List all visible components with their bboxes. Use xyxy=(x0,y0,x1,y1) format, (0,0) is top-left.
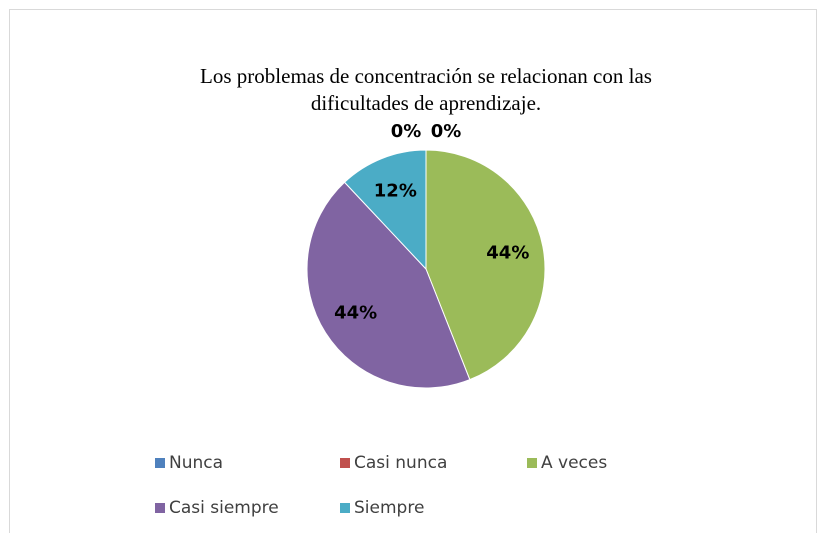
data-label: 44% xyxy=(486,242,529,263)
data-label: 44% xyxy=(334,303,377,324)
data-label: 0% xyxy=(391,121,422,142)
pie-slice xyxy=(306,181,471,389)
legend-swatch xyxy=(527,458,537,468)
chart-title: Los problemas de concentración se relaci… xyxy=(200,64,652,88)
chart-title: dificultades de aprendizaje. xyxy=(311,91,541,115)
legend-label: Casi siempre xyxy=(169,498,279,518)
legend-label: Casi nunca xyxy=(354,453,447,473)
legend-swatch xyxy=(155,503,165,513)
data-label: 12% xyxy=(374,181,417,202)
legend-swatch xyxy=(155,458,165,468)
legend-label: Nunca xyxy=(169,453,223,473)
legend-swatch xyxy=(340,503,350,513)
pie-slice xyxy=(343,149,427,271)
legend-swatch xyxy=(340,458,350,468)
pie-slice xyxy=(425,149,546,381)
data-label: 0% xyxy=(431,121,462,142)
legend-label: Siempre xyxy=(354,498,424,518)
legend-label: A veces xyxy=(541,453,607,473)
